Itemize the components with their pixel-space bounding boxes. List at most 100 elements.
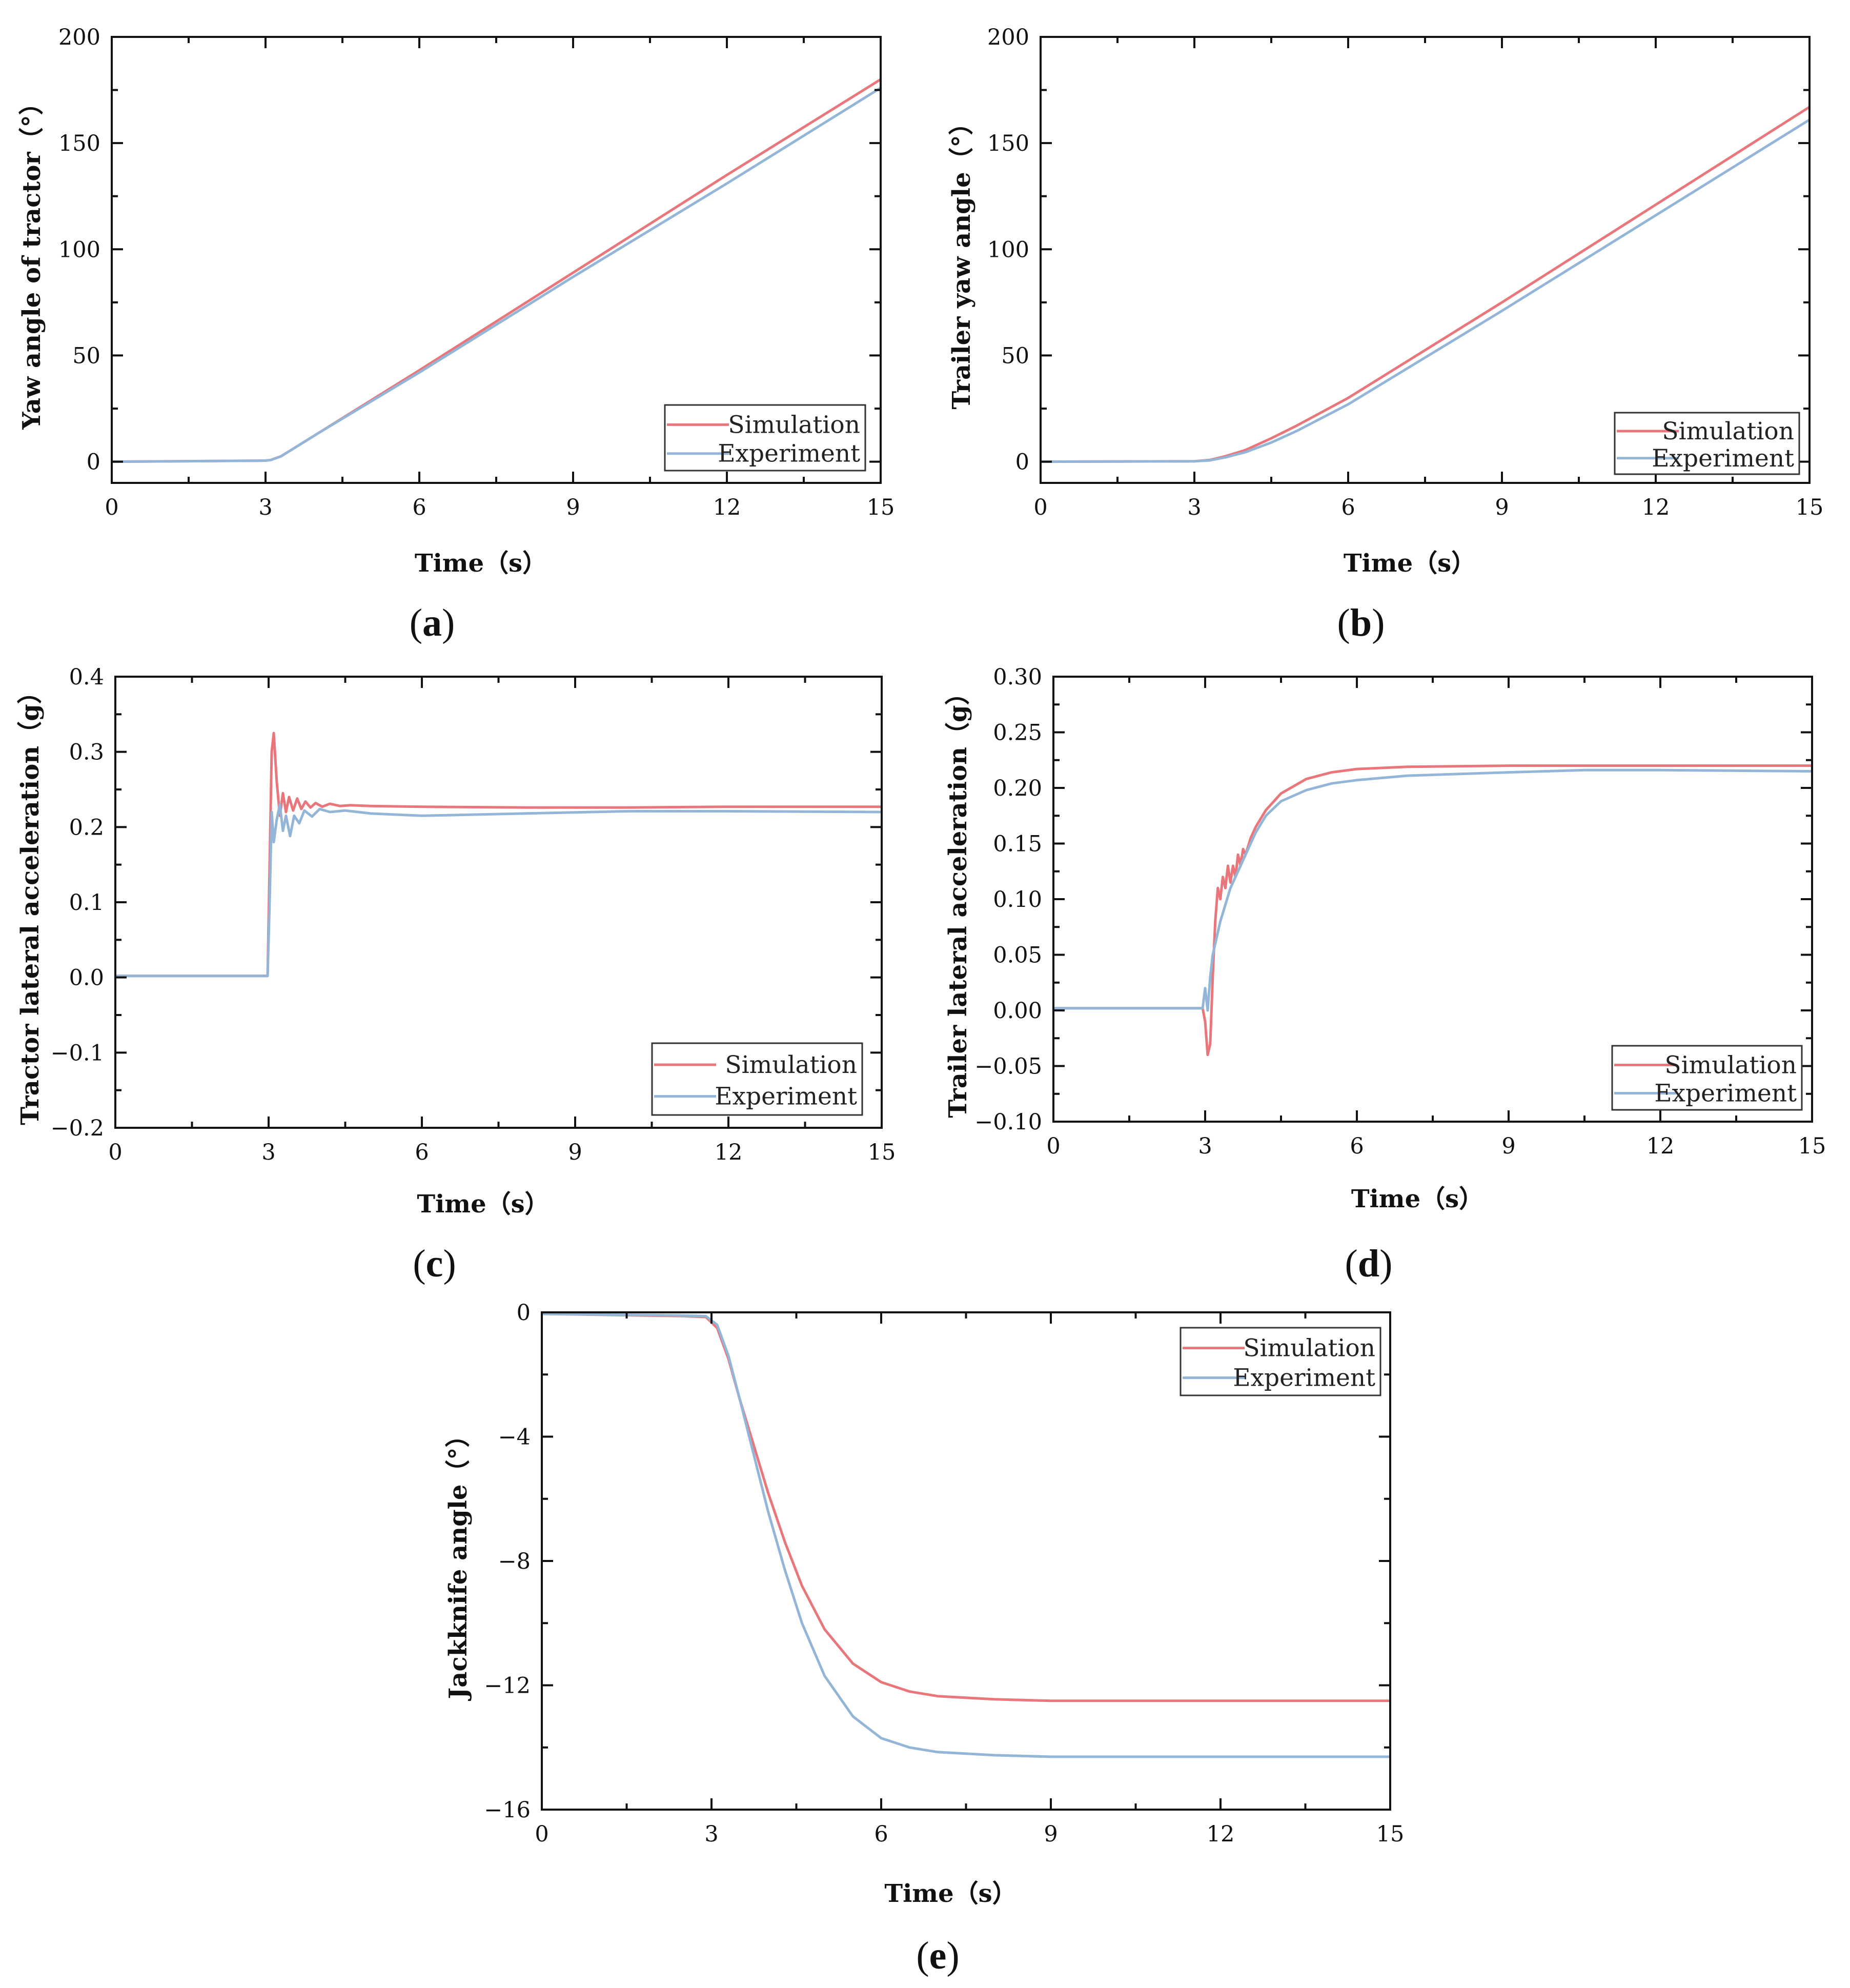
series-group [1053, 764, 1812, 1057]
caption-letter: a [422, 601, 442, 644]
legend-label-simulation: Simulation [1243, 1334, 1375, 1363]
y-tick-label: 0.15 [993, 831, 1042, 857]
y-tick-label: 0.10 [993, 887, 1042, 912]
series-group [542, 1312, 1390, 1758]
legend-label-experiment: Experiment [718, 440, 860, 468]
x-tick-label: 0 [1033, 495, 1047, 520]
y-axis-title: Trailer lateral acceleration（g） [944, 680, 972, 1118]
y-tick-label: 0 [517, 1300, 531, 1326]
legend-box [1611, 1045, 1803, 1111]
y-tick-label: 0.20 [993, 776, 1042, 801]
caption-letter: b [1350, 601, 1372, 644]
legend-label-experiment: Experiment [1654, 1080, 1797, 1108]
x-tick-label: 12 [715, 1140, 743, 1165]
y-tick-label: −0.2 [51, 1115, 104, 1141]
y-tick-label: 200 [58, 25, 100, 50]
y-tick-label: 0.1 [69, 890, 104, 916]
y-axis-title: Trailer yaw angle（°） [947, 111, 976, 410]
x-tick-label: 6 [874, 1821, 888, 1847]
y-tick-label: 0.30 [993, 664, 1042, 690]
legend-label-simulation: Simulation [1662, 417, 1794, 445]
y-tick-label: −4 [498, 1425, 531, 1450]
x-tick-label: 6 [1350, 1133, 1364, 1159]
y-tick-label: 50 [72, 343, 100, 369]
y-tick-label: −16 [484, 1797, 531, 1823]
series-line-experiment [542, 1312, 1390, 1758]
x-tick-label: 3 [261, 1140, 275, 1165]
x-axis-title: Time（s） [1344, 549, 1476, 578]
y-axis-title: Jackknife angle（°） [444, 1423, 473, 1701]
y-tick-label: 0.0 [69, 965, 104, 991]
y-tick-label: 0 [1015, 450, 1029, 475]
y-tick-label: 0.25 [993, 720, 1042, 746]
caption-letter: e [929, 1934, 947, 1977]
legend-box [664, 404, 866, 472]
y-tick-label: 50 [1001, 343, 1029, 369]
legend-label-experiment: Experiment [1233, 1364, 1375, 1392]
y-tick-label: −8 [498, 1549, 531, 1574]
legend-label-simulation: Simulation [1664, 1051, 1797, 1080]
caption: (c) [413, 1242, 456, 1285]
x-tick-label: 15 [1796, 495, 1824, 520]
x-tick-label: 12 [713, 495, 741, 520]
chart-panel-d: 0 3 6 9 12 15 −0.10 −0.05 0.00 0.05 0.10 0.15 0.20 0.… [944, 664, 1826, 1285]
series-line-simulation [115, 732, 882, 978]
x-tick-label: 12 [1207, 1821, 1235, 1847]
legend-label-experiment: Experiment [1652, 444, 1794, 473]
y-tick-label: 0.2 [69, 815, 104, 840]
chart-panel-c: 0 3 6 9 12 15 −0.2 −0.1 0.0 0.1 0.2 0.3 0.4 Time（s） Tr… [16, 664, 896, 1285]
caption: (b) [1337, 601, 1385, 644]
caption: (d) [1345, 1242, 1393, 1285]
x-tick-label: 9 [1501, 1133, 1515, 1159]
legend-box [1180, 1327, 1381, 1396]
y-tick-label: 0.00 [993, 998, 1042, 1024]
y-tick-label: −0.10 [974, 1109, 1042, 1135]
x-tick-label: 9 [1495, 495, 1509, 520]
x-tick-label: 6 [412, 495, 426, 520]
caption: (a) [410, 601, 455, 644]
series-group [1041, 106, 1810, 463]
y-tick-label: 0.4 [69, 664, 104, 690]
y-tick-label: −0.1 [51, 1040, 104, 1066]
x-tick-label: 9 [566, 495, 580, 520]
x-tick-label: 6 [1341, 495, 1355, 520]
series-line-experiment [1053, 768, 1812, 1012]
x-tick-label: 12 [1646, 1133, 1675, 1159]
x-tick-label: 6 [415, 1140, 429, 1165]
series-line-experiment [1041, 118, 1810, 463]
x-axis-title: Time（s） [884, 1879, 1017, 1908]
caption-letter: d [1358, 1242, 1379, 1285]
y-axis-title: Yaw angle of tractor（°） [17, 90, 46, 430]
y-tick-label: 150 [58, 131, 100, 156]
legend-box [1614, 412, 1800, 475]
x-tick-label: 15 [868, 1140, 896, 1165]
y-tick-label: 0.05 [993, 943, 1042, 968]
caption: (e) [916, 1934, 959, 1977]
x-tick-label: 3 [704, 1821, 718, 1847]
series-group [112, 78, 881, 463]
y-tick-label: 100 [987, 237, 1029, 262]
legend-label-simulation: Simulation [725, 1051, 857, 1079]
series-group [115, 732, 882, 978]
x-tick-label: 3 [1187, 495, 1201, 520]
legend-box [651, 1042, 863, 1116]
x-tick-label: 15 [867, 495, 895, 520]
x-tick-label: 9 [1044, 1821, 1058, 1847]
x-tick-label: 9 [568, 1140, 582, 1165]
x-axis-title: Time（s） [1351, 1185, 1483, 1213]
x-tick-label: 0 [108, 1140, 122, 1165]
x-tick-label: 0 [1046, 1133, 1060, 1159]
y-tick-label: −0.05 [974, 1054, 1042, 1080]
legend-label-simulation: Simulation [728, 411, 860, 439]
y-tick-label: 0.3 [69, 740, 104, 765]
series-line-simulation [1053, 764, 1812, 1057]
series-line-experiment [112, 87, 881, 463]
x-tick-label: 0 [535, 1821, 548, 1847]
